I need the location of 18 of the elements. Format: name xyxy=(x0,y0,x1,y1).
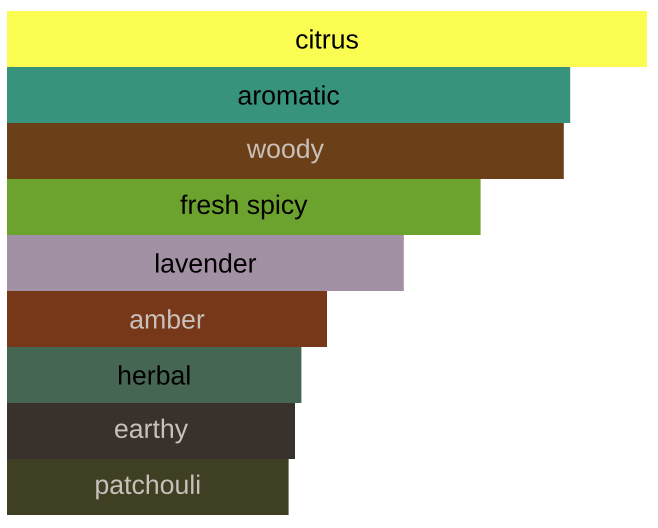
bar xyxy=(7,346,302,403)
y-tick-label: herbal xyxy=(118,365,190,385)
bar xyxy=(7,11,647,67)
y-tick-label: fresh spicy xyxy=(180,194,308,220)
y-tick-label: patchouli xyxy=(96,474,200,500)
bar xyxy=(7,402,295,459)
y-tick-label: earthy xyxy=(115,418,188,444)
bar xyxy=(7,290,327,347)
y-tick-label: amber xyxy=(130,309,204,329)
bar xyxy=(7,458,289,515)
bar xyxy=(7,123,564,179)
y-tick-label: citrus xyxy=(296,29,358,49)
y-tick-label: lavender xyxy=(156,253,256,273)
y-tick-label: aromatic xyxy=(238,85,340,105)
bar xyxy=(7,67,570,123)
y-tick-label: woody xyxy=(246,138,324,164)
bar xyxy=(7,234,404,291)
bar xyxy=(7,178,481,235)
